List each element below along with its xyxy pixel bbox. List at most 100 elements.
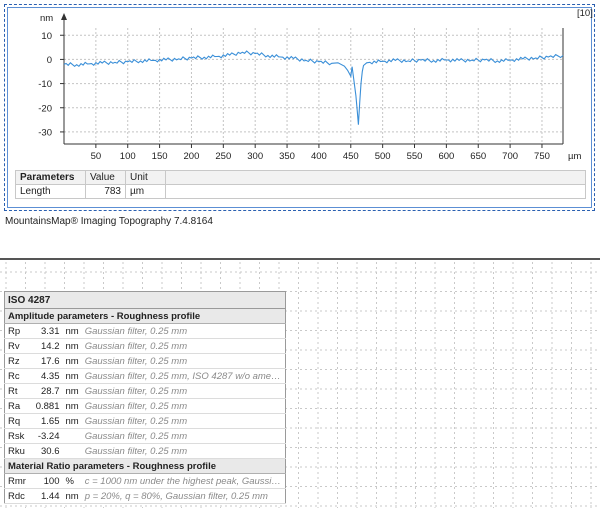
iso-row: Ra 0.881 nm Gaussian filter, 0.25 mm: [4, 398, 286, 414]
param-unit: nm: [62, 488, 82, 504]
param-value: 14.2: [32, 338, 63, 354]
y-unit-label: nm: [40, 13, 53, 24]
parameters-header-row: Parameters Value Unit: [15, 170, 586, 185]
material-section-title: Material Ratio parameters - Roughness pr…: [4, 458, 286, 474]
param-comment: Gaussian filter, 0.25 mm: [81, 338, 286, 354]
param-comment: Gaussian filter, 0.25 mm: [81, 383, 286, 399]
y-tick-label: -30: [38, 127, 52, 138]
amplitude-rows: Rp 3.31 nm Gaussian filter, 0.25 mm Rv 14.2 nm…: [4, 323, 286, 459]
param-comment: Gaussian filter, 0.25 mm: [81, 323, 286, 339]
parameter-unit: µm: [125, 184, 166, 199]
param-value: 1.65: [32, 413, 63, 429]
iso-4287-table[interactable]: ISO 4287 Amplitude parameters - Roughnes…: [4, 291, 286, 504]
param-unit: nm: [62, 323, 82, 339]
param-value: 100: [32, 473, 63, 489]
plot-inner-border: [7, 7, 592, 208]
plot-area: [64, 28, 563, 144]
empty-cell: [165, 184, 586, 199]
plot-badge: [10]: [577, 8, 593, 19]
param-comment: Gaussian filter, 0.25 mm: [81, 443, 286, 459]
material-section-row: Material Ratio parameters - Roughness pr…: [4, 458, 286, 474]
param-unit: nm: [62, 338, 82, 354]
param-unit: nm: [62, 383, 82, 399]
value-header: Value: [85, 170, 126, 185]
amplitude-section-title: Amplitude parameters - Roughness profile: [4, 308, 286, 324]
iso-row: Rq 1.65 nm Gaussian filter, 0.25 mm: [4, 413, 286, 429]
param-value: 17.6: [32, 353, 63, 369]
y-axis-arrow: [61, 13, 67, 20]
param-unit: nm: [62, 368, 82, 384]
x-tick-label: 650: [470, 151, 486, 162]
x-tick-label: 250: [215, 151, 231, 162]
param-comment: c = 1000 nm under the highest peak, Gaus…: [81, 473, 286, 489]
iso-title-row: ISO 4287: [4, 291, 286, 309]
profile-line-series: [63, 50, 564, 125]
param-name: Rv: [4, 338, 33, 354]
x-tick-label: 350: [279, 151, 295, 162]
param-name: Rku: [4, 443, 33, 459]
param-value: -3.24: [32, 428, 63, 444]
x-tick-label: 400: [311, 151, 327, 162]
section-divider: [0, 258, 600, 260]
x-tick-label: 300: [247, 151, 263, 162]
y-tick-label: -20: [38, 103, 52, 114]
iso-row: Rv 14.2 nm Gaussian filter, 0.25 mm: [4, 338, 286, 354]
param-value: 4.35: [32, 368, 63, 384]
iso-row: Rc 4.35 nm Gaussian filter, 0.25 mm, ISO 42…: [4, 368, 286, 384]
param-value: 28.7: [32, 383, 63, 399]
param-unit: %: [62, 473, 82, 489]
parameters-table: Parameters Value Unit Length 783 µm: [15, 170, 586, 199]
param-name: Rp: [4, 323, 33, 339]
iso-title: ISO 4287: [4, 291, 286, 309]
iso-row: Rt 28.7 nm Gaussian filter, 0.25 mm: [4, 383, 286, 399]
x-tick-label: 200: [184, 151, 200, 162]
software-version-label: MountainsMap® Imaging Topography 7.4.816…: [5, 216, 213, 227]
param-name: Ra: [4, 398, 33, 414]
param-unit: nm: [62, 398, 82, 414]
param-name: Rmr: [4, 473, 33, 489]
iso-row: Rz 17.6 nm Gaussian filter, 0.25 mm: [4, 353, 286, 369]
parameter-name: Length: [15, 184, 86, 199]
param-name: Rc: [4, 368, 33, 384]
x-tick-label: 700: [502, 151, 518, 162]
x-tick-label: 50: [91, 151, 102, 162]
parameters-header: Parameters: [15, 170, 86, 185]
x-tick-label: 150: [152, 151, 168, 162]
x-tick-label: 750: [534, 151, 550, 162]
amplitude-section-row: Amplitude parameters - Roughness profile: [4, 308, 286, 324]
x-unit-label: µm: [568, 151, 581, 162]
param-comment: Gaussian filter, 0.25 mm: [81, 413, 286, 429]
param-name: Rz: [4, 353, 33, 369]
x-tick-label: 100: [120, 151, 136, 162]
iso-row: Rsk -3.24 Gaussian filter, 0.25 mm: [4, 428, 286, 444]
x-tick-label: 550: [407, 151, 423, 162]
param-comment: p = 20%, q = 80%, Gaussian filter, 0.25 …: [81, 488, 286, 504]
x-tick-label: 450: [343, 151, 359, 162]
param-name: Rt: [4, 383, 33, 399]
param-unit: nm: [62, 413, 82, 429]
iso-row: Rp 3.31 nm Gaussian filter, 0.25 mm: [4, 323, 286, 339]
iso-row: Rku 30.6 Gaussian filter, 0.25 mm: [4, 443, 286, 459]
param-unit: [62, 428, 82, 444]
parameter-value: 783: [85, 184, 126, 199]
param-unit: nm: [62, 353, 82, 369]
param-comment: Gaussian filter, 0.25 mm, ISO 4287 w/o a…: [81, 368, 286, 384]
param-value: 3.31: [32, 323, 63, 339]
iso-row: Rdc 1.44 nm p = 20%, q = 80%, Gaussian filt…: [4, 488, 286, 504]
param-name: Rsk: [4, 428, 33, 444]
param-value: 30.6: [32, 443, 63, 459]
y-tick-label: -10: [38, 79, 52, 90]
empty-header-cell: [165, 170, 586, 185]
param-comment: Gaussian filter, 0.25 mm: [81, 428, 286, 444]
unit-header: Unit: [125, 170, 166, 185]
param-unit: [62, 443, 82, 459]
param-name: Rq: [4, 413, 33, 429]
x-tick-label: 500: [375, 151, 391, 162]
y-tick-label: 0: [47, 55, 52, 66]
param-value: 1.44: [32, 488, 63, 504]
parameters-row: Length 783 µm: [15, 184, 586, 199]
material-rows: Rmr 100% c = 1000 nm under the highest pea…: [4, 473, 286, 504]
iso-row: Rmr 100% c = 1000 nm under the highest pea…: [4, 473, 286, 489]
param-name: Rdc: [4, 488, 33, 504]
